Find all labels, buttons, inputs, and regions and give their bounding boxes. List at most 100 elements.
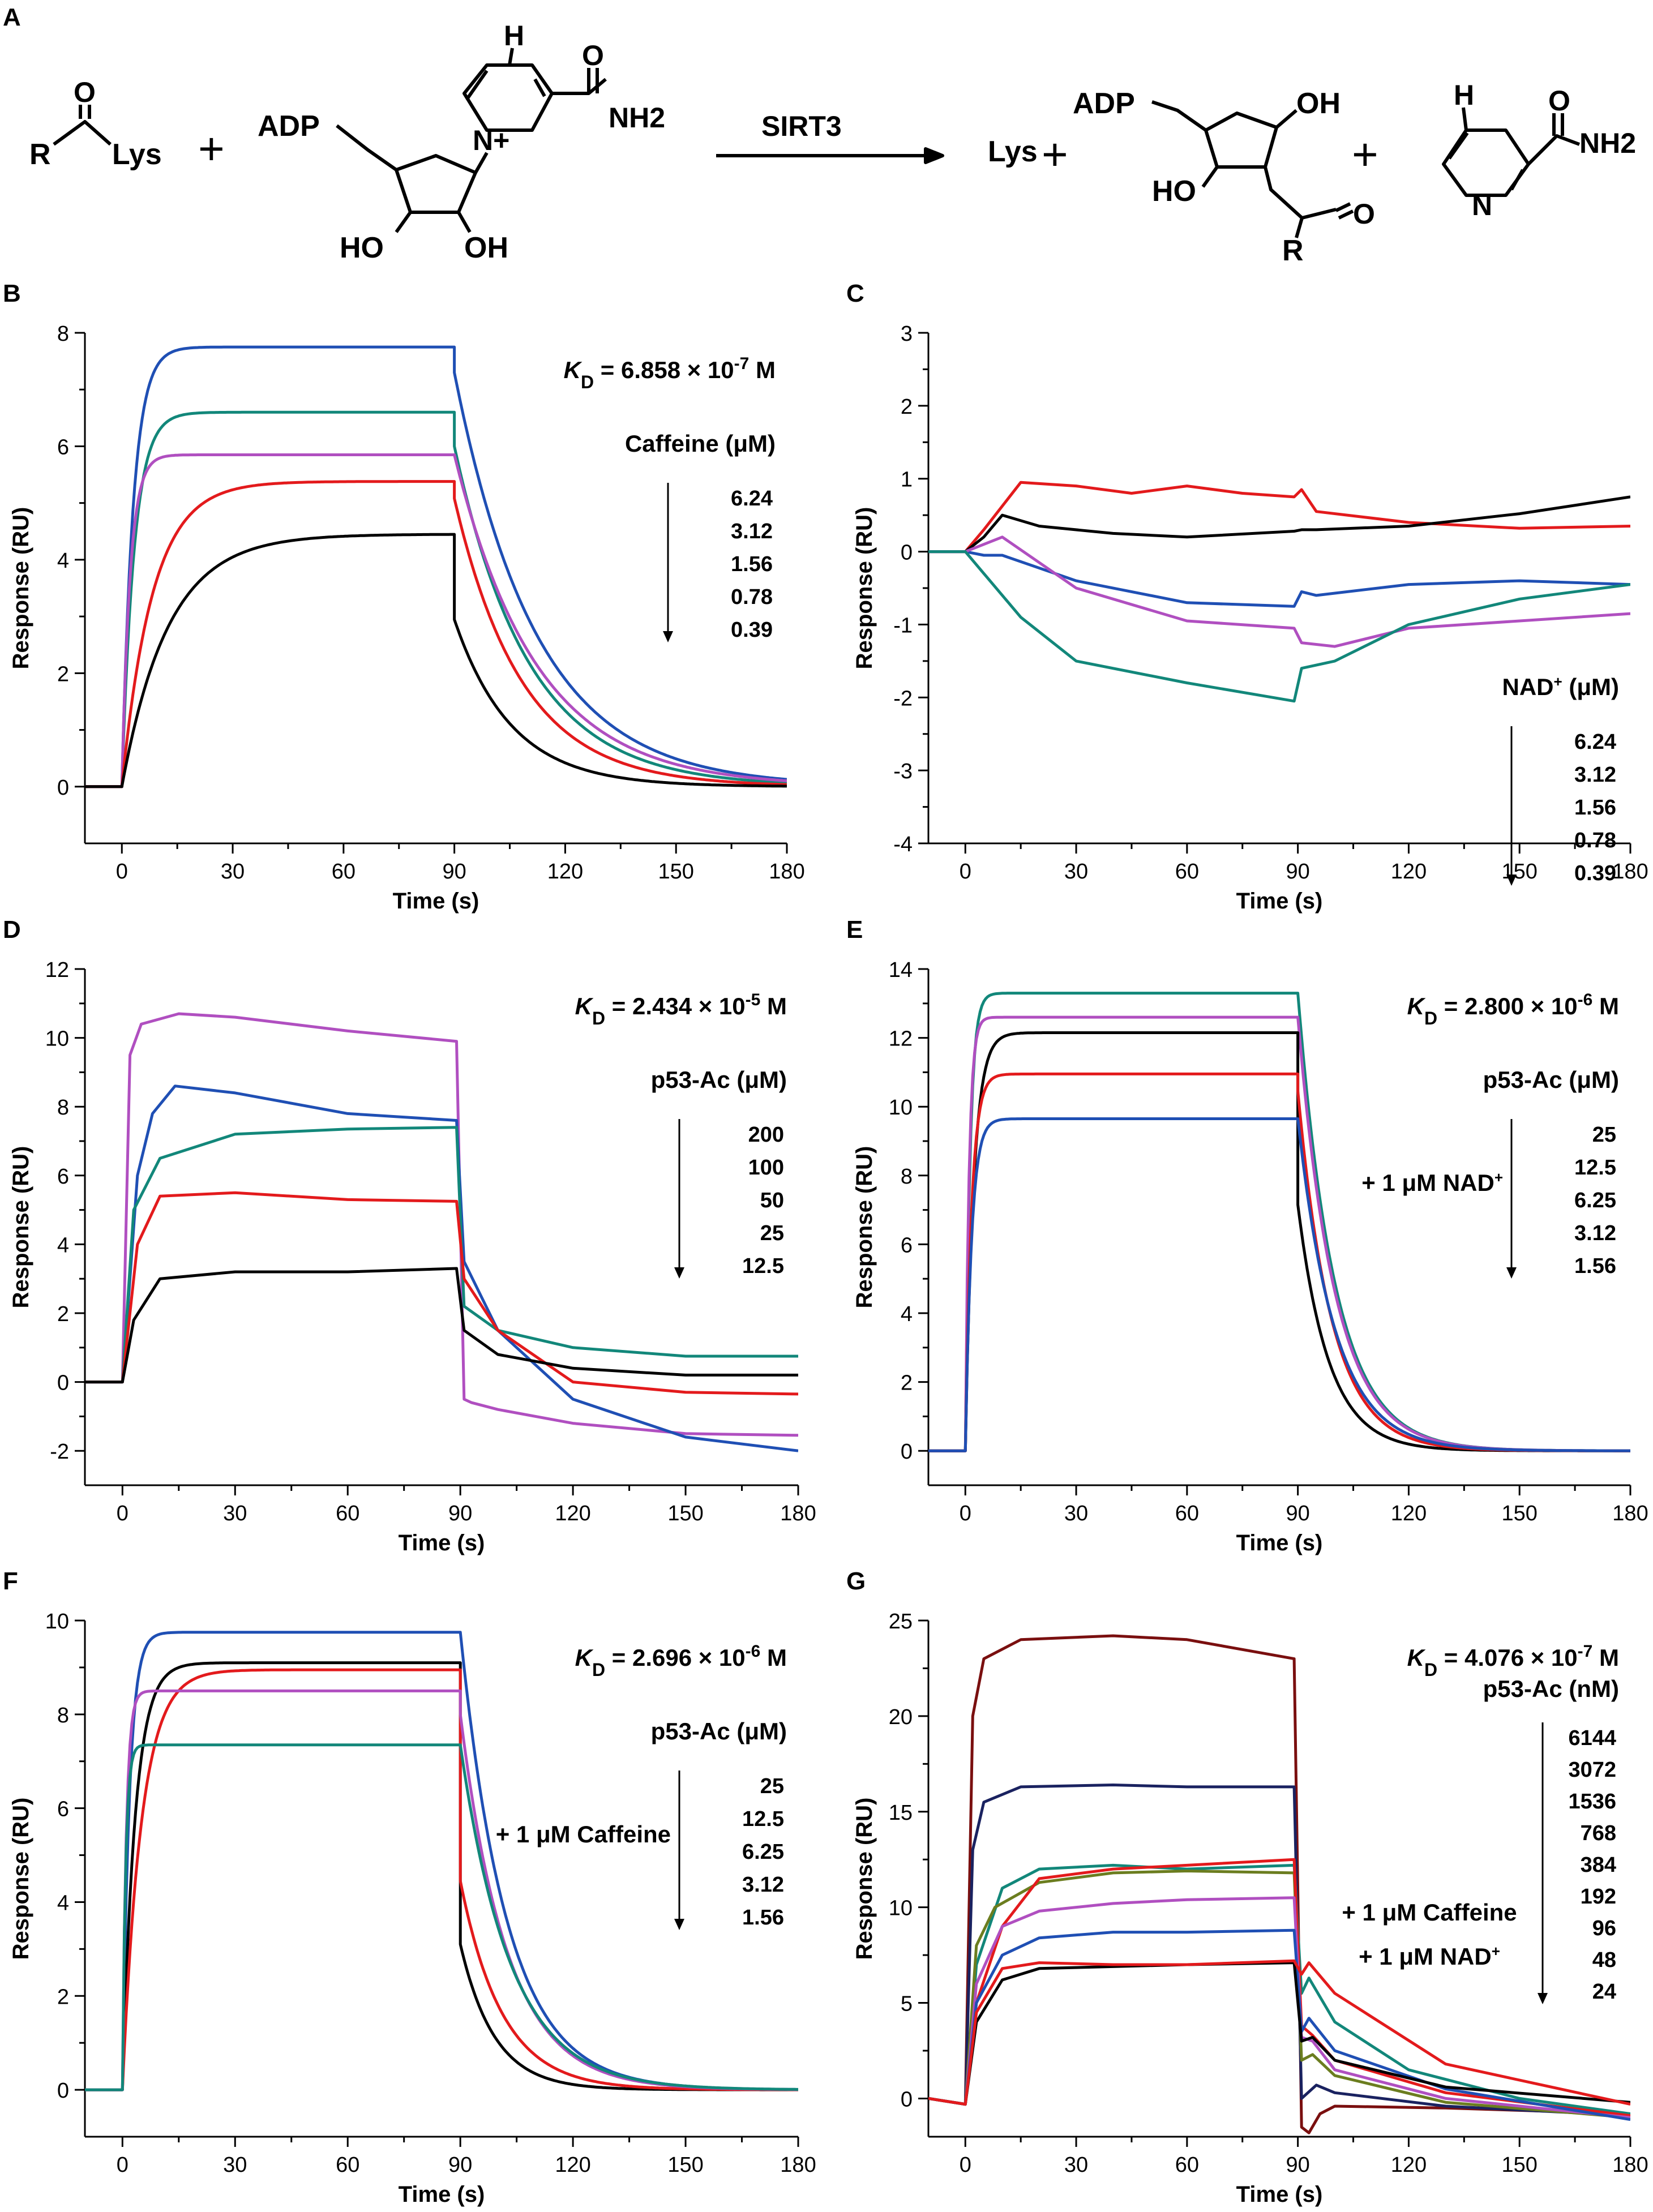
concentration-label: 3.12: [1574, 1221, 1616, 1245]
panel-c: C 0 30 60 90 120 150 180 -4 -3 -2 -1 0 1 2 3 Time (s) Res…: [846, 280, 1648, 914]
concentration-label: 12.5: [742, 1254, 784, 1278]
x-tick-label: 150: [1502, 860, 1538, 884]
concentration-label: 3.12: [742, 1873, 784, 1897]
concentration-arrowhead: [1538, 1993, 1548, 2004]
nicotinamide-oxygen: O: [1548, 85, 1570, 117]
y-tick-label: 25: [889, 1610, 913, 1634]
nad-n-plus: N+: [473, 125, 509, 156]
y-tick-label: 0: [901, 2087, 913, 2111]
nicotinamide-n: N: [1472, 190, 1492, 221]
y-axis-label: Response (RU): [852, 1798, 877, 1960]
panel-d: D 0 30 60 90 120 150 180 -2 0 2 4 6 8 10 12 Time (s) Resp…: [3, 916, 816, 1555]
x-tick-label: 0: [116, 860, 128, 884]
analyte-label: p53-Ac (μM): [651, 1066, 787, 1093]
y-tick-label: 4: [57, 1891, 69, 1915]
series-0.39: [928, 550, 1630, 703]
concentration-label: 25: [760, 1774, 784, 1798]
series-100: [85, 1084, 798, 1452]
x-tick-label: 60: [336, 2153, 359, 2177]
series-group: [85, 1012, 798, 1452]
concentration-label: 50: [760, 1189, 784, 1212]
nicotinamide-h-bond: [1462, 107, 1468, 131]
y-tick-label: 5: [901, 1992, 913, 2016]
y-tick-label: 8: [57, 1704, 69, 1727]
product-carbonyl: [1335, 202, 1351, 212]
nad-oxygen: O: [582, 40, 604, 71]
y-axis-label: Response (RU): [8, 1146, 33, 1309]
concentration-arrowhead: [663, 631, 673, 642]
series-25: [85, 1631, 798, 2091]
x-tick-label: 120: [1391, 1502, 1427, 1525]
nicotinamide-ring: [1442, 128, 1530, 197]
series-24: [928, 1959, 1630, 2106]
product-r-bond: [1295, 217, 1304, 238]
y-tick-label: 8: [57, 322, 69, 346]
product-oh-bond: [1275, 109, 1297, 129]
concentration-label: 100: [748, 1156, 784, 1180]
panel-letter: C: [846, 280, 864, 307]
concentration-label: 25: [1592, 1123, 1616, 1147]
plus-sign-3: +: [1352, 129, 1378, 179]
x-tick-label: 90: [1286, 2153, 1309, 2177]
concentration-label: 1.56: [1574, 796, 1616, 820]
condition-label: + 1 μM Caffeine: [496, 1821, 671, 1847]
series-3.12: [85, 410, 787, 788]
kd-label: KD = 2.800 × 10-6 M: [1407, 991, 1619, 1029]
x-tick-label: 180: [780, 1502, 816, 1525]
y-tick-label: 0: [57, 2079, 69, 2103]
product-ho: HO: [1152, 175, 1196, 208]
condition-label: + 1 μM NAD+: [1359, 1943, 1500, 1970]
x-tick-label: 90: [442, 860, 466, 884]
y-tick-label: -1: [893, 614, 913, 637]
concentration-label: 6.25: [742, 1840, 784, 1864]
x-tick-label: 60: [1175, 1502, 1199, 1525]
y-tick-label: -2: [893, 687, 913, 710]
x-axis-label: Time (s): [393, 889, 479, 914]
y-axis-label: Response (RU): [8, 507, 33, 670]
reaction-scheme: A R O Lys + ADP HO OH H O NH2 N+ SIRT3: [3, 3, 1636, 267]
condition-label: + 1 μM Caffeine: [1342, 1899, 1517, 1926]
y-tick-label: 10: [889, 1096, 913, 1120]
series-25: [85, 1191, 798, 1396]
x-tick-label: 180: [1612, 2153, 1648, 2177]
x-tick-label: 60: [336, 1502, 359, 1525]
series-1536: [928, 1863, 1630, 2115]
nicotinamide-h: H: [1454, 79, 1474, 111]
y-tick-label: 6: [57, 435, 69, 459]
nicotinamide-double-1: [1448, 132, 1469, 160]
x-tick-label: 30: [221, 860, 245, 884]
x-tick-label: 90: [1286, 860, 1309, 884]
y-tick-label: 12: [889, 1027, 913, 1051]
x-tick-label: 0: [117, 1502, 129, 1525]
y-axis-label: Response (RU): [852, 1146, 877, 1309]
y-tick-label: 10: [889, 1897, 913, 1921]
series-3.12: [928, 1072, 1630, 1452]
y-tick-label: 20: [889, 1705, 913, 1729]
concentration-label: 25: [760, 1221, 784, 1245]
y-tick-label: 12: [45, 958, 69, 982]
concentration-label: 0.39: [1574, 861, 1616, 885]
kd-label: KD = 2.434 × 10-5 M: [575, 991, 787, 1029]
concentration-label: 1.56: [1574, 1254, 1616, 1278]
y-tick-label: 0: [57, 1371, 69, 1395]
x-tick-label: 150: [658, 860, 694, 884]
nicotinamide-amide-bond: [1527, 134, 1581, 166]
nad-ho-bond: [395, 211, 412, 233]
x-tick-label: 0: [960, 2153, 971, 2177]
y-tick-label: 8: [901, 1165, 913, 1189]
y-tick-label: 4: [57, 549, 69, 573]
y-tick-label: -3: [893, 760, 913, 783]
y-tick-label: 6: [57, 1165, 69, 1189]
x-tick-label: 180: [769, 860, 804, 884]
concentration-label: 3.12: [1574, 763, 1616, 787]
nad-nh2: NH2: [609, 102, 665, 134]
y-tick-label: 2: [901, 1371, 913, 1395]
series-1.56: [85, 1743, 798, 2091]
series-0.78: [85, 480, 787, 788]
concentration-label: 24: [1592, 1980, 1616, 2004]
series-6144: [928, 1634, 1630, 2134]
panel-letter: E: [846, 916, 863, 944]
x-tick-label: 30: [223, 1502, 247, 1525]
